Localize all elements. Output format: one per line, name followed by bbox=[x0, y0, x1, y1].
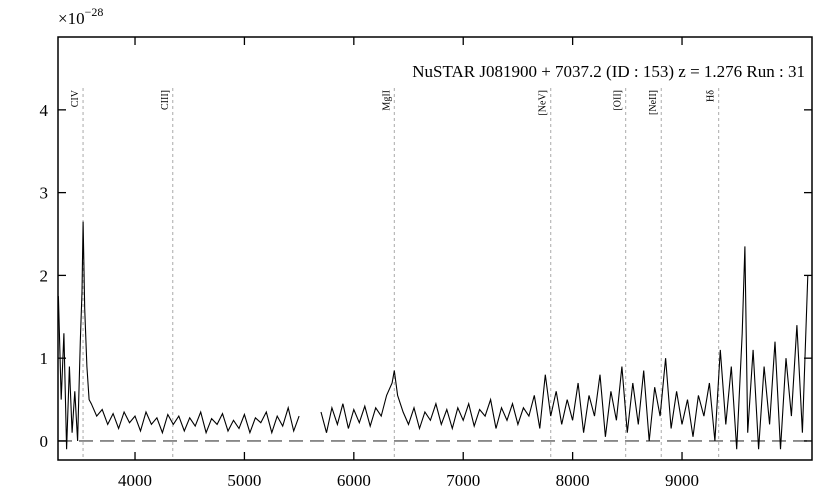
y-tick-label: 2 bbox=[40, 266, 49, 285]
emission-label: [NeII] bbox=[648, 90, 659, 115]
y-tick-label: 0 bbox=[40, 432, 49, 451]
x-tick-label: 9000 bbox=[665, 471, 699, 490]
offset-exponent: −28 bbox=[85, 5, 104, 19]
offset-base: ×10 bbox=[58, 9, 85, 28]
y-tick-label: 4 bbox=[40, 101, 49, 120]
y-tick-label: 1 bbox=[40, 349, 49, 368]
plot-frame bbox=[57, 36, 813, 461]
emission-label: CIII] bbox=[160, 90, 171, 110]
emission-label: CIV bbox=[70, 89, 81, 107]
emission-label: [NeV] bbox=[538, 90, 549, 116]
emission-label: [OII] bbox=[613, 90, 624, 111]
x-tick-label: 4000 bbox=[118, 471, 152, 490]
chart-title: NuSTAR J081900 + 7037.2 (ID : 153) z = 1… bbox=[412, 62, 805, 81]
y-tick-label: 3 bbox=[40, 184, 49, 203]
emission-label: MgII bbox=[381, 90, 392, 111]
emission-label: Hδ bbox=[706, 90, 717, 102]
x-tick-label: 8000 bbox=[556, 471, 590, 490]
spectrum-line bbox=[57, 221, 809, 450]
x-tick-label: 7000 bbox=[446, 471, 480, 490]
x-tick-label: 6000 bbox=[337, 471, 371, 490]
x-tick-label: 5000 bbox=[227, 471, 261, 490]
offset-label: ×10−28 bbox=[58, 5, 103, 28]
